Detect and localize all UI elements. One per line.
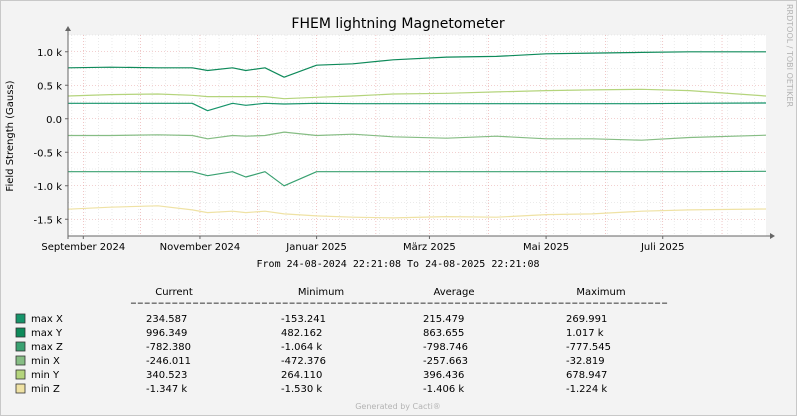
legend-series-name: min X (31, 356, 60, 367)
legend-average-value: -1.406 k (423, 384, 464, 395)
legend-minimum-value: -1.064 k (281, 342, 322, 353)
legend-maximum-value: 269.991 (566, 314, 607, 325)
series-line-min-Z (67, 205, 767, 219)
legend-header-minimum: Minimum (298, 287, 344, 298)
legend-maximum-value: 678.947 (566, 370, 607, 381)
legend-current-value: 340.523 (146, 370, 187, 381)
legend-maximum-value: 1.017 k (566, 328, 604, 339)
legend-swatch (15, 355, 26, 366)
y-tick-label: -1.0 k (34, 182, 63, 193)
legend-swatch (15, 327, 26, 338)
series-line-min-X (68, 131, 767, 141)
legend-swatch (15, 341, 26, 352)
legend: Current Minimum Average Maximum------------… (15, 287, 669, 395)
legend-current-value: 234.587 (146, 314, 187, 325)
legend-series-name: min Z (31, 384, 60, 395)
legend-minimum-value: 264.110 (281, 370, 322, 381)
legend-minimum-value: -153.241 (281, 314, 326, 325)
series-line-max-Z (68, 170, 767, 187)
watermark: RRDTOOL / TOBI OETIKER (785, 4, 794, 107)
series-lines (67, 51, 767, 219)
y-tick-labels: 1.0 k 0.5 k 0.0 -0.5 k -1.0 k -1.5 k (34, 48, 68, 226)
footer: Generated by Cacti® (355, 402, 441, 411)
legend-minimum-value: -472.376 (281, 356, 326, 367)
legend-series-name: max Y (31, 328, 63, 339)
axes (65, 26, 775, 239)
legend-rule: ----------------------------------------… (130, 298, 669, 309)
legend-average-value: 863.655 (423, 328, 464, 339)
legend-current-value: -246.011 (146, 356, 191, 367)
y-tick-label: -0.5 k (34, 148, 63, 159)
legend-swatch (15, 369, 26, 380)
legend-current-value: -782.380 (146, 342, 191, 353)
x-tick-label: Juli 2025 (640, 242, 684, 253)
y-tick-label: 0.0 (46, 115, 62, 126)
legend-header-maximum: Maximum (576, 287, 625, 298)
y-axis-label: Field Strength (Gauss) (5, 80, 16, 191)
y-tick-label: 0.5 k (37, 81, 62, 92)
legend-average-value: 215.479 (423, 314, 464, 325)
legend-average-value: 396.436 (423, 370, 464, 381)
x-tick-label: Mai 2025 (523, 242, 569, 253)
legend-header-current: Current (155, 287, 193, 298)
series-line-max-Y (67, 51, 766, 78)
y-tick-label: -1.5 k (34, 215, 63, 226)
legend-series-name: min Y (31, 370, 60, 381)
legend-header-average: Average (433, 287, 474, 298)
chart-title: FHEM lightning Magnetometer (291, 16, 504, 32)
x-tick-label: Januar 2025 (285, 242, 347, 253)
legend-swatch (15, 313, 26, 324)
x-tick-label: März 2025 (403, 242, 456, 253)
series-line-max-X (68, 102, 767, 112)
x-tick-label: November 2024 (160, 242, 241, 253)
legend-series-name: max Z (31, 342, 63, 353)
legend-series-name: max X (31, 314, 63, 325)
x-tick-label: September 2024 (41, 242, 125, 253)
legend-minimum-value: 482.162 (281, 328, 322, 339)
y-axis-arrow (65, 26, 71, 31)
legend-current-value: -1.347 k (146, 384, 187, 395)
y-tick-label: 1.0 k (37, 48, 62, 59)
legend-maximum-value: -1.224 k (566, 384, 607, 395)
legend-maximum-value: -777.545 (566, 342, 611, 353)
legend-swatch (15, 383, 26, 394)
legend-maximum-value: -32.819 (566, 356, 605, 367)
legend-current-value: 996.349 (146, 328, 187, 339)
x-tick-labels: September 2024 November 2024 Januar 2025 Mä… (41, 236, 684, 253)
x-axis-arrow (770, 233, 775, 239)
legend-minimum-value: -1.530 k (281, 384, 322, 395)
grid (68, 34, 766, 237)
legend-average-value: -257.663 (423, 356, 468, 367)
date-range: From 24-08-2024 22:21:08 To 24-08-2025 2… (257, 259, 540, 270)
legend-average-value: -798.746 (423, 342, 468, 353)
series-line-min-Y (67, 88, 767, 100)
